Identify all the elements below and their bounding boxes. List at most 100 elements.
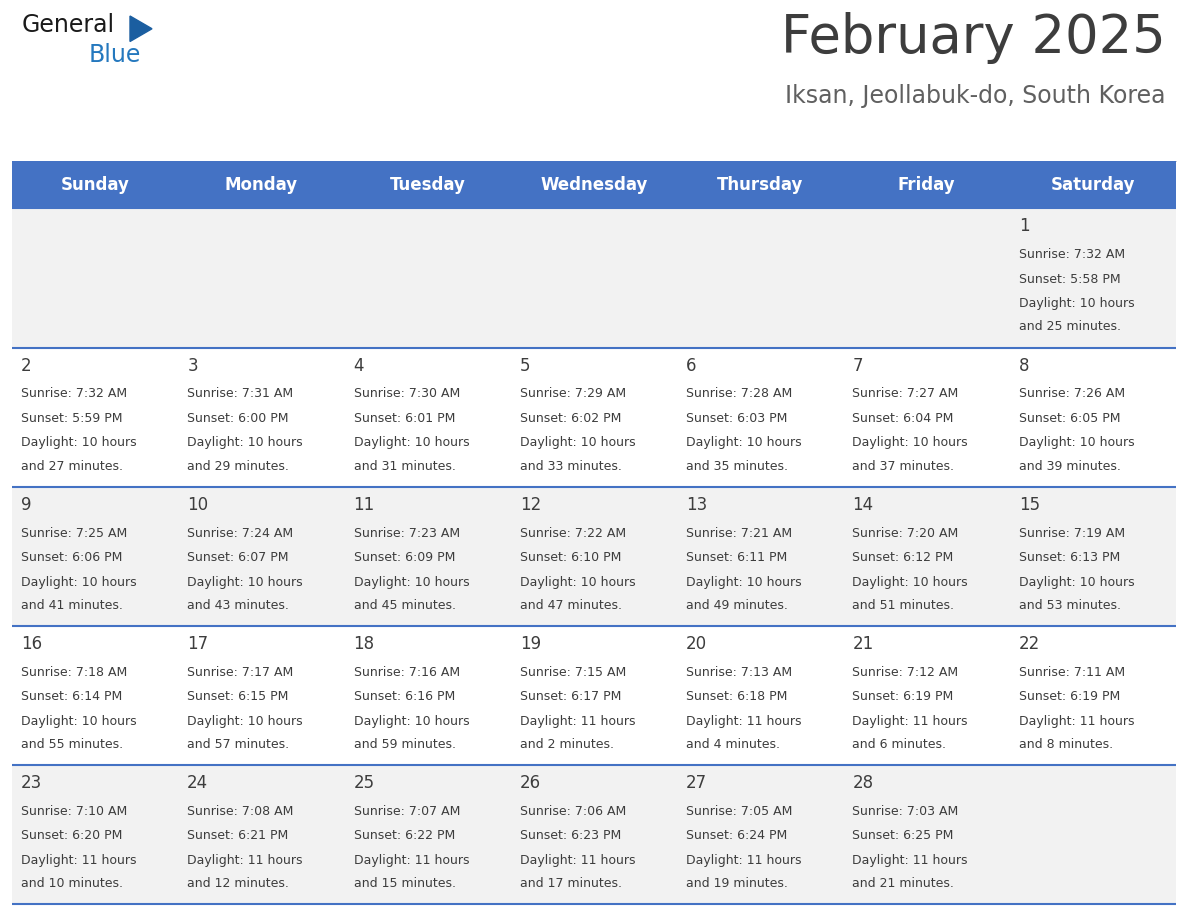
Text: Sunrise: 7:18 AM: Sunrise: 7:18 AM (21, 666, 127, 678)
Bar (12, 487, 1176, 626)
Text: 15: 15 (1019, 496, 1040, 514)
Text: Sunset: 5:58 PM: Sunset: 5:58 PM (1019, 273, 1120, 285)
Text: Friday: Friday (898, 175, 955, 194)
Bar (12, 208, 1176, 348)
Text: 13: 13 (687, 496, 707, 514)
Text: Sunset: 6:20 PM: Sunset: 6:20 PM (21, 830, 122, 843)
Text: and 49 minutes.: and 49 minutes. (687, 599, 788, 611)
Text: Sunrise: 7:10 AM: Sunrise: 7:10 AM (21, 805, 127, 818)
Text: Daylight: 11 hours: Daylight: 11 hours (520, 854, 636, 867)
Text: Daylight: 10 hours: Daylight: 10 hours (188, 576, 303, 588)
Text: 5: 5 (520, 356, 530, 375)
Text: Daylight: 11 hours: Daylight: 11 hours (687, 854, 802, 867)
Text: Sunrise: 7:21 AM: Sunrise: 7:21 AM (687, 527, 792, 540)
Text: Sunrise: 7:32 AM: Sunrise: 7:32 AM (1019, 248, 1125, 262)
Text: Sunrise: 7:30 AM: Sunrise: 7:30 AM (354, 387, 460, 400)
Text: Sunrise: 7:22 AM: Sunrise: 7:22 AM (520, 527, 626, 540)
Text: 17: 17 (188, 635, 208, 653)
Text: and 4 minutes.: and 4 minutes. (687, 738, 781, 751)
Text: and 47 minutes.: and 47 minutes. (520, 599, 621, 611)
Text: Sunrise: 7:27 AM: Sunrise: 7:27 AM (853, 387, 959, 400)
Text: Daylight: 11 hours: Daylight: 11 hours (188, 854, 303, 867)
Text: Sunset: 6:24 PM: Sunset: 6:24 PM (687, 830, 788, 843)
Text: Sunrise: 7:23 AM: Sunrise: 7:23 AM (354, 527, 460, 540)
Text: Wednesday: Wednesday (541, 175, 647, 194)
Text: Sunrise: 7:05 AM: Sunrise: 7:05 AM (687, 805, 792, 818)
Text: Sunset: 6:00 PM: Sunset: 6:00 PM (188, 412, 289, 425)
Text: Sunrise: 7:24 AM: Sunrise: 7:24 AM (188, 527, 293, 540)
Text: and 8 minutes.: and 8 minutes. (1019, 738, 1113, 751)
Text: Sunrise: 7:26 AM: Sunrise: 7:26 AM (1019, 387, 1125, 400)
Polygon shape (129, 16, 152, 41)
Text: and 15 minutes.: and 15 minutes. (354, 877, 455, 890)
Text: 8: 8 (1019, 356, 1029, 375)
Text: Sunset: 6:25 PM: Sunset: 6:25 PM (853, 830, 954, 843)
Text: Sunrise: 7:32 AM: Sunrise: 7:32 AM (21, 387, 127, 400)
Text: and 37 minutes.: and 37 minutes. (853, 460, 954, 473)
Text: Sunset: 6:19 PM: Sunset: 6:19 PM (853, 690, 954, 703)
Text: Sunset: 6:07 PM: Sunset: 6:07 PM (188, 551, 289, 564)
Text: Sunset: 6:04 PM: Sunset: 6:04 PM (853, 412, 954, 425)
Text: Sunset: 6:09 PM: Sunset: 6:09 PM (354, 551, 455, 564)
Text: 12: 12 (520, 496, 541, 514)
Text: 9: 9 (21, 496, 31, 514)
Text: 2: 2 (21, 356, 32, 375)
Text: 3: 3 (188, 356, 198, 375)
Text: Blue: Blue (89, 43, 141, 67)
Text: Sunset: 6:05 PM: Sunset: 6:05 PM (1019, 412, 1120, 425)
Text: Sunset: 6:17 PM: Sunset: 6:17 PM (520, 690, 621, 703)
Text: Daylight: 10 hours: Daylight: 10 hours (188, 715, 303, 728)
Text: Saturday: Saturday (1050, 175, 1136, 194)
Text: and 33 minutes.: and 33 minutes. (520, 460, 621, 473)
Text: Sunrise: 7:20 AM: Sunrise: 7:20 AM (853, 527, 959, 540)
Text: 14: 14 (853, 496, 873, 514)
Text: and 53 minutes.: and 53 minutes. (1019, 599, 1120, 611)
Bar (12, 348, 1176, 487)
Text: 25: 25 (354, 774, 374, 792)
Text: and 35 minutes.: and 35 minutes. (687, 460, 788, 473)
Text: Sunset: 6:11 PM: Sunset: 6:11 PM (687, 551, 788, 564)
Text: Sunday: Sunday (61, 175, 129, 194)
Text: and 12 minutes.: and 12 minutes. (188, 877, 289, 890)
Text: Tuesday: Tuesday (390, 175, 466, 194)
Text: Sunset: 6:18 PM: Sunset: 6:18 PM (687, 690, 788, 703)
Text: Sunset: 6:03 PM: Sunset: 6:03 PM (687, 412, 788, 425)
Text: Sunset: 6:06 PM: Sunset: 6:06 PM (21, 551, 122, 564)
Text: 21: 21 (853, 635, 873, 653)
Text: Sunset: 6:12 PM: Sunset: 6:12 PM (853, 551, 954, 564)
Text: 1: 1 (1019, 218, 1030, 235)
Text: Sunrise: 7:19 AM: Sunrise: 7:19 AM (1019, 527, 1125, 540)
Text: 26: 26 (520, 774, 541, 792)
Text: 11: 11 (354, 496, 374, 514)
Text: and 27 minutes.: and 27 minutes. (21, 460, 122, 473)
Text: and 55 minutes.: and 55 minutes. (21, 738, 124, 751)
Text: Daylight: 11 hours: Daylight: 11 hours (520, 715, 636, 728)
Text: and 59 minutes.: and 59 minutes. (354, 738, 455, 751)
Text: Sunrise: 7:29 AM: Sunrise: 7:29 AM (520, 387, 626, 400)
Text: and 10 minutes.: and 10 minutes. (21, 877, 122, 890)
Text: 20: 20 (687, 635, 707, 653)
Text: 23: 23 (21, 774, 42, 792)
Text: Daylight: 10 hours: Daylight: 10 hours (188, 436, 303, 450)
Text: Daylight: 10 hours: Daylight: 10 hours (1019, 576, 1135, 588)
Text: 22: 22 (1019, 635, 1040, 653)
Text: 28: 28 (853, 774, 873, 792)
Text: Sunset: 6:22 PM: Sunset: 6:22 PM (354, 830, 455, 843)
Text: Daylight: 11 hours: Daylight: 11 hours (687, 715, 802, 728)
Text: and 2 minutes.: and 2 minutes. (520, 738, 614, 751)
Text: Daylight: 11 hours: Daylight: 11 hours (354, 854, 469, 867)
Text: 7: 7 (853, 356, 862, 375)
Text: Sunset: 6:13 PM: Sunset: 6:13 PM (1019, 551, 1120, 564)
Text: Sunset: 6:14 PM: Sunset: 6:14 PM (21, 690, 122, 703)
Text: 6: 6 (687, 356, 696, 375)
Text: 10: 10 (188, 496, 208, 514)
Text: Sunset: 6:02 PM: Sunset: 6:02 PM (520, 412, 621, 425)
Text: Daylight: 10 hours: Daylight: 10 hours (354, 576, 469, 588)
Text: Sunset: 5:59 PM: Sunset: 5:59 PM (21, 412, 122, 425)
Text: and 21 minutes.: and 21 minutes. (853, 877, 954, 890)
Text: Daylight: 10 hours: Daylight: 10 hours (853, 436, 968, 450)
Text: 24: 24 (188, 774, 208, 792)
Text: and 25 minutes.: and 25 minutes. (1019, 320, 1120, 333)
Text: Daylight: 10 hours: Daylight: 10 hours (520, 576, 636, 588)
Text: Daylight: 10 hours: Daylight: 10 hours (1019, 297, 1135, 310)
